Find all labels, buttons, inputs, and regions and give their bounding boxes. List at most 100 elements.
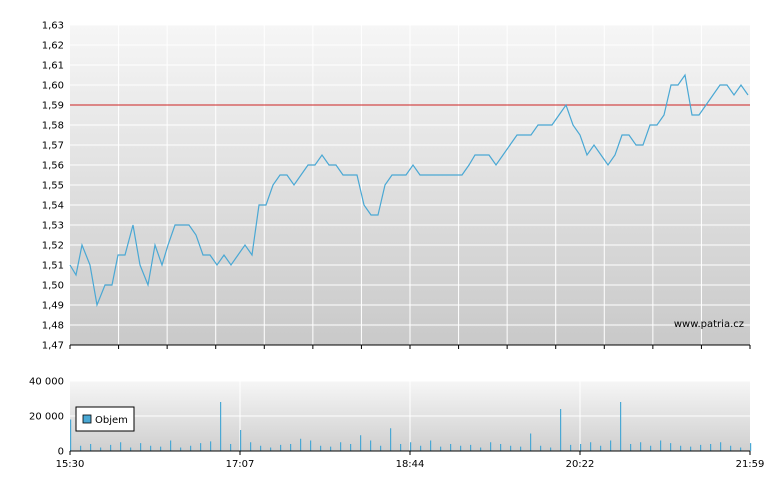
time-tick-label: 20:22 [566,459,595,470]
price-y-tick-label: 1,55 [42,181,64,192]
volume-bar [730,445,732,451]
volume-bar [550,447,552,451]
volume-bar [650,445,652,451]
time-tick-label: 18:44 [396,459,425,470]
volume-bar [220,402,222,451]
volume-bar [90,444,92,451]
price-y-tick-label: 1,50 [42,281,64,292]
volume-bar [190,445,192,451]
volume-bar [180,447,182,451]
volume-bar [110,444,112,451]
volume-bar [340,442,342,451]
volume-bar [70,419,72,451]
price-y-tick-label: 1,48 [42,321,64,332]
price-x-ticks [69,345,751,349]
volume-bar [410,442,412,451]
volume-bar [510,445,512,451]
price-y-tick-label: 1,47 [42,341,64,352]
volume-bar [250,442,252,451]
volume-bar [280,444,282,451]
time-tick-label: 21:59 [736,459,765,470]
volume-bar [230,444,232,451]
volume-bar [200,443,202,451]
price-y-tick-label: 1,52 [42,241,64,252]
volume-bar [400,444,402,451]
volume-bar [160,446,162,451]
volume-y-tick-label: 20 000 [29,412,64,423]
legend-swatch [82,414,92,424]
time-tick-label: 15:30 [56,459,85,470]
volume-bar [540,445,542,451]
volume-bar [490,442,492,451]
volume-bar [170,440,172,451]
volume-bar [460,445,462,451]
volume-bar [480,447,482,451]
volume-bar [260,445,262,451]
volume-bar [710,444,712,451]
volume-bar [330,446,332,451]
volume-bar [690,446,692,451]
volume-bar [470,444,472,451]
price-series-line [69,73,749,308]
price-y-tick-label: 1,53 [42,221,64,232]
volume-bar [700,444,702,451]
volume-bar [350,444,352,451]
volume-bar [520,446,522,451]
price-y-tick-label: 1,51 [42,261,64,272]
volume-bar [360,435,362,451]
legend-label: Objem [95,415,128,426]
volume-bar [370,440,372,451]
volume-bars [70,402,752,451]
volume-bar [720,442,722,451]
volume-bar [620,402,622,451]
volume-bar [670,443,672,451]
price-y-tick-label: 1,56 [42,161,64,172]
volume-bar [290,444,292,451]
volume-bar [680,445,682,451]
price-y-tick-label: 1,54 [42,201,64,212]
volume-bar [610,440,612,451]
volume-y-tick-label: 40 000 [29,377,64,388]
volume-bar [320,445,322,451]
volume-bar [640,442,642,451]
price-y-tick-label: 1,63 [42,21,64,32]
watermark: www.patria.cz [674,319,744,330]
volume-bar [150,445,152,451]
volume-bar [570,444,572,451]
volume-bar [300,438,302,451]
volume-bar [450,444,452,451]
volume-bar [100,447,102,451]
volume-bar [630,444,632,451]
volume-y-axis: 0 20 000 40 000 [29,377,64,458]
volume-bar [420,445,422,451]
volume-bar [130,447,132,451]
price-y-tick-label: 1,61 [42,61,64,72]
volume-bar [390,428,392,451]
volume-bar [80,445,82,451]
volume-bar [270,447,272,451]
price-y-tick-label: 1,49 [42,301,64,312]
volume-bar [380,445,382,451]
volume-y-tick-label: 0 [58,447,64,458]
volume-bar [430,440,432,451]
volume-bar [600,445,602,451]
price-y-tick-label: 1,58 [42,121,64,132]
volume-bar [500,444,502,451]
volume-bar [530,433,532,451]
volume-bar [580,444,582,451]
price-y-tick-label: 1,62 [42,41,64,52]
volume-bar [140,443,142,451]
volume-bar [740,447,742,451]
volume-bar [240,430,242,451]
volume-bar [120,442,122,451]
price-y-tick-label: 1,59 [42,101,64,112]
volume-bar [590,442,592,451]
price-y-axis: 1,47 1,48 1,49 1,50 1,51 1,52 1,53 1,54 1,55 1,56… [42,21,64,352]
volume-bar [440,446,442,451]
time-tick-label: 17:07 [226,459,255,470]
price-y-tick-label: 1,57 [42,141,64,152]
volume-bar [560,409,562,451]
volume-bar [750,443,752,451]
volume-legend: Objem [75,406,135,432]
volume-bar [660,440,662,451]
